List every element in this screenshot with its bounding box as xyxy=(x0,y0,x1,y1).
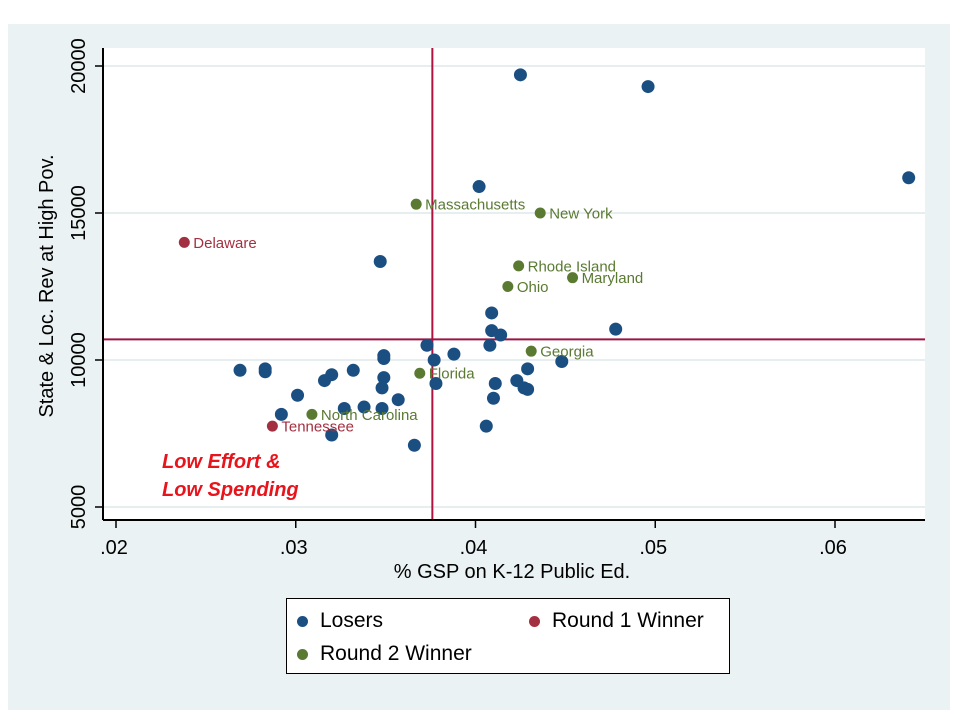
data-point-losers xyxy=(521,362,535,376)
legend-item-losers: Losers xyxy=(297,609,383,633)
data-point-losers xyxy=(641,80,655,94)
point-label: Massachusetts xyxy=(425,197,525,214)
data-point-losers xyxy=(488,377,502,391)
data-point-losers xyxy=(291,388,305,402)
data-point-round-2-winner xyxy=(525,345,537,357)
data-point-losers xyxy=(375,402,389,416)
data-point-round-2-winner xyxy=(410,198,422,210)
point-label: Florida xyxy=(429,366,476,383)
data-point-losers xyxy=(377,371,391,385)
data-point-losers xyxy=(494,328,508,342)
data-point-losers xyxy=(427,353,441,367)
point-label: Ohio xyxy=(517,279,549,296)
data-point-losers xyxy=(258,365,272,379)
data-point-round-2-winner xyxy=(567,272,579,284)
data-point-losers xyxy=(429,377,443,391)
data-point-losers xyxy=(377,352,391,366)
data-point-round-2-winner xyxy=(513,260,525,272)
data-point-round-2-winner xyxy=(414,367,426,379)
x-tick-label: .03 xyxy=(280,537,308,559)
legend-marker-round1 xyxy=(529,615,540,627)
data-point-losers xyxy=(483,338,497,352)
legend-label: Round 1 Winner xyxy=(552,609,704,632)
data-point-losers xyxy=(472,180,486,194)
y-tick-label: 5000 xyxy=(68,485,90,530)
x-tick-label: .02 xyxy=(100,537,128,559)
data-point-losers xyxy=(485,306,499,320)
data-point-losers xyxy=(447,347,461,361)
point-label: Delaware xyxy=(193,235,256,252)
data-point-round-2-winner xyxy=(306,408,318,420)
data-point-losers xyxy=(325,428,339,442)
legend-marker-losers xyxy=(297,615,308,627)
data-point-losers xyxy=(337,402,351,416)
data-point-round-2-winner xyxy=(534,207,546,219)
data-point-losers xyxy=(420,338,434,352)
x-tick-label: .06 xyxy=(819,537,847,559)
legend-marker-round2 xyxy=(297,648,308,660)
legend: Losers Round 1 Winner Round 2 Winner xyxy=(286,598,730,674)
y-axis-title: State & Loc. Rev at High Pov. xyxy=(36,154,58,417)
point-label: Tennessee xyxy=(281,419,354,436)
x-tick-label: .05 xyxy=(639,537,667,559)
annotation-line-2: Low Spending xyxy=(162,479,299,501)
y-tick-label: 10000 xyxy=(68,332,90,388)
data-point-losers xyxy=(513,68,527,82)
data-point-losers xyxy=(373,255,387,269)
legend-label: Round 2 Winner xyxy=(320,642,472,665)
y-tick-label: 20000 xyxy=(68,38,90,94)
data-point-losers xyxy=(274,407,288,421)
data-point-losers xyxy=(318,374,332,388)
legend-item-round1: Round 1 Winner xyxy=(529,609,704,633)
data-point-round-1-winner xyxy=(178,236,190,248)
data-point-round-2-winner xyxy=(502,281,514,292)
data-point-losers xyxy=(346,363,360,377)
data-point-round-1-winner xyxy=(266,420,278,432)
data-point-losers xyxy=(233,363,247,377)
x-axis-title: % GSP on K-12 Public Ed. xyxy=(394,561,630,583)
annotation-line-1: Low Effort & xyxy=(162,451,281,473)
point-label: New York xyxy=(549,206,613,223)
data-point-losers xyxy=(486,391,500,405)
point-label: Maryland xyxy=(582,270,644,287)
legend-label: Losers xyxy=(320,609,384,632)
plot-area xyxy=(103,48,925,520)
data-point-losers xyxy=(357,400,371,414)
data-point-losers xyxy=(375,381,389,395)
data-point-losers xyxy=(555,354,569,368)
data-point-losers xyxy=(407,438,421,452)
data-point-losers xyxy=(902,171,916,185)
data-point-losers xyxy=(391,393,405,407)
data-point-losers xyxy=(521,382,535,396)
x-tick-label: .04 xyxy=(460,537,488,559)
legend-item-round2: Round 2 Winner xyxy=(297,642,472,666)
data-point-losers xyxy=(609,322,623,336)
y-tick-label: 15000 xyxy=(68,185,90,241)
point-label: Georgia xyxy=(540,344,594,361)
point-label: North Carolina xyxy=(321,407,418,424)
point-label: Rhode Island xyxy=(528,258,616,275)
data-point-losers xyxy=(479,419,493,433)
